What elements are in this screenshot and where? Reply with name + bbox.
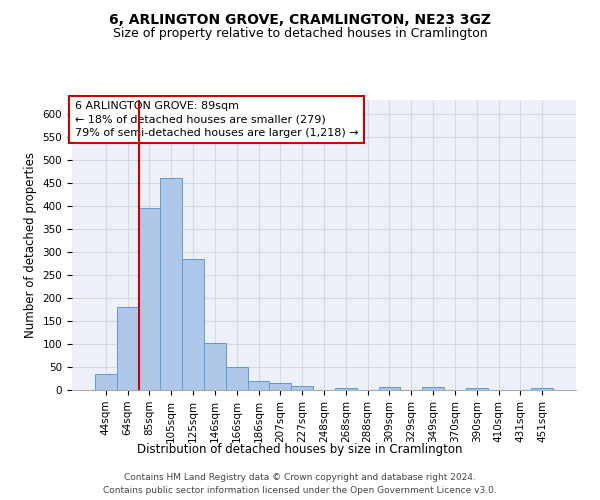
Bar	[182, 259, 204, 390]
Text: Distribution of detached houses by size in Cramlington: Distribution of detached houses by size …	[137, 442, 463, 456]
Text: 6, ARLINGTON GROVE, CRAMLINGTON, NE23 3GZ: 6, ARLINGTON GROVE, CRAMLINGTON, NE23 3G…	[109, 12, 491, 26]
Bar	[531, 388, 553, 390]
Bar	[204, 342, 226, 390]
Bar	[117, 307, 139, 390]
Bar	[139, 208, 160, 390]
Bar	[226, 367, 248, 390]
Bar	[379, 387, 400, 390]
Text: Contains HM Land Registry data © Crown copyright and database right 2024.: Contains HM Land Registry data © Crown c…	[124, 472, 476, 482]
Text: Contains public sector information licensed under the Open Government Licence v3: Contains public sector information licen…	[103, 486, 497, 495]
Text: Size of property relative to detached houses in Cramlington: Size of property relative to detached ho…	[113, 28, 487, 40]
Bar	[422, 387, 444, 390]
Bar	[248, 381, 269, 390]
Text: 6 ARLINGTON GROVE: 89sqm
← 18% of detached houses are smaller (279)
79% of semi-: 6 ARLINGTON GROVE: 89sqm ← 18% of detach…	[74, 102, 358, 138]
Bar	[291, 386, 313, 390]
Y-axis label: Number of detached properties: Number of detached properties	[24, 152, 37, 338]
Bar	[269, 383, 291, 390]
Bar	[160, 178, 182, 390]
Bar	[466, 388, 488, 390]
Bar	[335, 388, 357, 390]
Bar	[95, 374, 117, 390]
